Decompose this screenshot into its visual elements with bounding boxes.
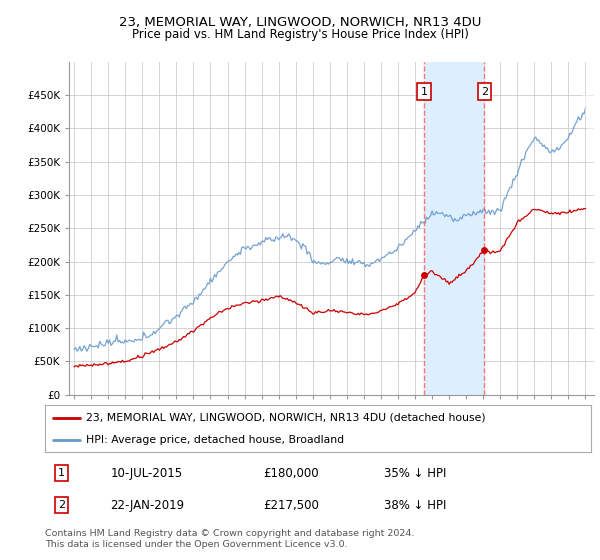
Text: 23, MEMORIAL WAY, LINGWOOD, NORWICH, NR13 4DU (detached house): 23, MEMORIAL WAY, LINGWOOD, NORWICH, NR1…	[86, 413, 485, 423]
Text: £217,500: £217,500	[263, 499, 319, 512]
Bar	[424, 62, 484, 395]
Text: 23, MEMORIAL WAY, LINGWOOD, NORWICH, NR13 4DU: 23, MEMORIAL WAY, LINGWOOD, NORWICH, NR1…	[119, 16, 481, 29]
Text: HPI: Average price, detached house, Broadland: HPI: Average price, detached house, Broa…	[86, 435, 344, 445]
Polygon shape	[582, 95, 594, 162]
Text: 1: 1	[58, 468, 65, 478]
Text: 1: 1	[421, 87, 427, 96]
Text: 2: 2	[481, 87, 488, 96]
Text: 22-JAN-2019: 22-JAN-2019	[110, 499, 185, 512]
Text: 35% ↓ HPI: 35% ↓ HPI	[383, 466, 446, 480]
Text: 38% ↓ HPI: 38% ↓ HPI	[383, 499, 446, 512]
Text: Contains HM Land Registry data © Crown copyright and database right 2024.
This d: Contains HM Land Registry data © Crown c…	[45, 529, 415, 549]
Text: £180,000: £180,000	[263, 466, 319, 480]
Text: 2: 2	[58, 500, 65, 510]
Text: Price paid vs. HM Land Registry's House Price Index (HPI): Price paid vs. HM Land Registry's House …	[131, 28, 469, 41]
Text: 10-JUL-2015: 10-JUL-2015	[110, 466, 182, 480]
